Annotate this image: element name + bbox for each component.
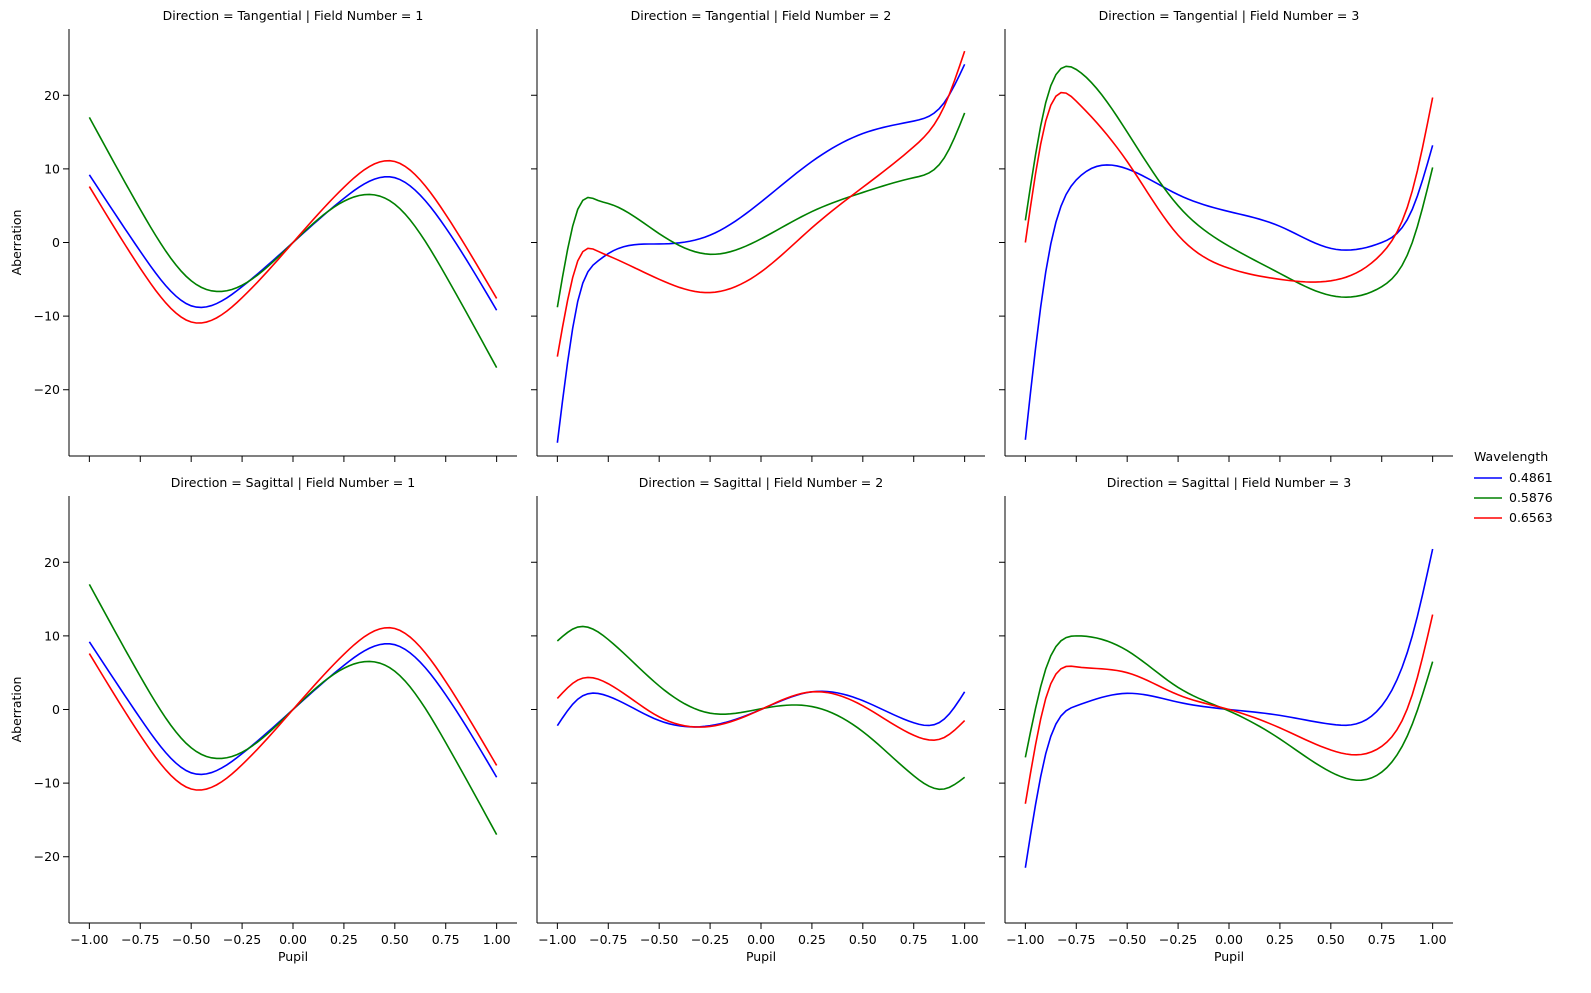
x-tick-label: 0.00 (279, 932, 307, 947)
y-tick-label: −10 (34, 309, 60, 324)
series-line-0.5876 (1024, 635, 1434, 782)
legend-title: Wavelength (1474, 449, 1548, 464)
panel-tangential-field-3: Direction = Tangential | Field Number = … (999, 8, 1453, 462)
x-tick-label: 1.00 (1419, 932, 1447, 947)
x-tick-label: −0.25 (223, 932, 261, 947)
series-line-0.4861 (1024, 548, 1434, 868)
series-line-0.4861 (1024, 145, 1434, 440)
x-tick-label: 0.50 (849, 932, 877, 947)
y-tick-label: −10 (34, 776, 60, 791)
y-tick-label: 20 (44, 88, 60, 103)
x-tick-label: 0.75 (1368, 932, 1396, 947)
x-tick-label: −0.50 (1108, 932, 1146, 947)
x-tick-label: 0.00 (747, 932, 775, 947)
x-tick-label: 0.00 (1215, 932, 1243, 947)
series-line-0.6563 (1024, 91, 1434, 283)
panel-title: Direction = Sagittal | Field Number = 2 (639, 475, 883, 490)
x-axis-label: Pupil (746, 949, 776, 964)
x-tick-label: −0.75 (121, 932, 159, 947)
series-line-0.6563 (1024, 614, 1434, 804)
x-axis-label: Pupil (278, 949, 308, 964)
x-tick-label: −0.75 (1057, 932, 1095, 947)
legend: Wavelength 0.4861 0.5876 0.6563 (1474, 449, 1553, 525)
x-tick-label: 1.00 (951, 932, 979, 947)
x-tick-label: 0.75 (432, 932, 460, 947)
panel-tangential-field-2: Direction = Tangential | Field Number = … (531, 8, 985, 462)
legend-label: 0.4861 (1509, 470, 1553, 485)
y-tick-label: 0 (52, 235, 60, 250)
x-tick-label: 0.75 (900, 932, 928, 947)
x-tick-label: −0.25 (691, 932, 729, 947)
panel-sagittal-field-3: Direction = Sagittal | Field Number = 3 −… (999, 475, 1453, 964)
panel-title: Direction = Tangential | Field Number = … (1099, 8, 1360, 23)
panel-title: Direction = Sagittal | Field Number = 3 (1107, 475, 1351, 490)
x-tick-label: 0.25 (1266, 932, 1294, 947)
y-axis-label: Aberration (9, 677, 24, 743)
y-tick-label: 0 (52, 702, 60, 717)
panel-title: Direction = Tangential | Field Number = … (163, 8, 424, 23)
series-line-0.5876 (556, 112, 966, 308)
x-tick-label: −1.00 (1006, 932, 1044, 947)
series-line-0.6563 (88, 159, 498, 324)
panel-sagittal-field-1: Direction = Sagittal | Field Number = 1 −… (9, 475, 517, 964)
y-tick-label: −20 (34, 849, 60, 864)
legend-label: 0.5876 (1509, 490, 1553, 505)
y-tick-label: 20 (44, 555, 60, 570)
series-line-0.5876 (556, 625, 966, 791)
x-tick-label: 0.50 (381, 932, 409, 947)
panel-sagittal-field-2: Direction = Sagittal | Field Number = 2 −… (531, 475, 985, 964)
x-tick-label: −0.50 (640, 932, 678, 947)
x-tick-label: −0.25 (1159, 932, 1197, 947)
x-tick-label: −0.75 (589, 932, 627, 947)
x-tick-label: −0.50 (172, 932, 210, 947)
x-tick-label: −1.00 (70, 932, 108, 947)
x-tick-label: −1.00 (538, 932, 576, 947)
x-tick-label: 0.50 (1317, 932, 1345, 947)
series-line-0.6563 (556, 50, 966, 357)
x-tick-label: 0.25 (330, 932, 358, 947)
series-line-0.6563 (556, 676, 966, 741)
legend-label: 0.6563 (1509, 510, 1553, 525)
y-tick-label: −20 (34, 382, 60, 397)
series-line-0.6563 (88, 626, 498, 791)
panel-title: Direction = Sagittal | Field Number = 1 (171, 475, 415, 490)
x-axis-label: Pupil (1214, 949, 1244, 964)
panel-tangential-field-1: Direction = Tangential | Field Number = … (9, 8, 517, 462)
panel-title: Direction = Tangential | Field Number = … (631, 8, 892, 23)
series-line-0.5876 (1024, 65, 1434, 298)
y-tick-label: 10 (44, 628, 60, 643)
x-tick-label: 0.25 (798, 932, 826, 947)
y-axis-label: Aberration (9, 210, 24, 276)
x-tick-label: 1.00 (483, 932, 511, 947)
y-tick-label: 10 (44, 161, 60, 176)
series-line-0.4861 (556, 63, 966, 443)
